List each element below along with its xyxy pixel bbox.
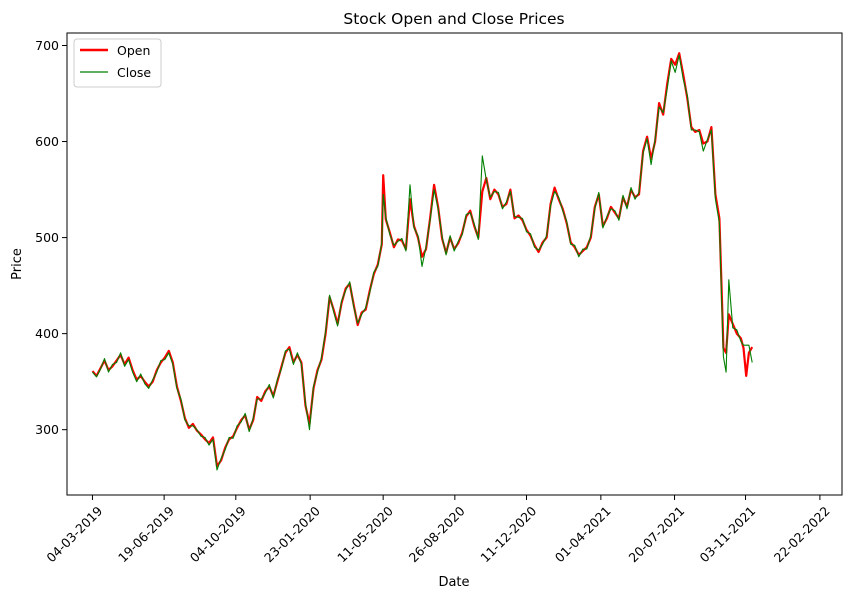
legend-label-open: Open — [117, 43, 150, 58]
x-tick-label: 01-04-2021 — [552, 503, 614, 565]
plot-frame — [66, 32, 843, 496]
series-line-close — [92, 54, 753, 471]
x-tick-label: 26-08-2020 — [406, 503, 468, 565]
x-tick-label: 22-02-2022 — [771, 503, 833, 565]
y-tick-label: 400 — [35, 326, 59, 341]
y-tick-label: 500 — [35, 230, 59, 245]
x-tick-label: 19-06-2019 — [115, 503, 177, 565]
x-tick-label: 23-01-2020 — [261, 503, 323, 565]
x-axis: 04-03-2019 19-06-2019 04-10-2019 23-01-2020… — [43, 495, 833, 565]
y-axis: 300 400 500 600 700 — [35, 38, 67, 437]
y-tick-label: 600 — [35, 134, 59, 149]
x-tick-label: 04-10-2019 — [187, 503, 249, 565]
series-line-open — [91, 52, 754, 468]
x-axis-label: Date — [438, 575, 469, 590]
legend-label-close: Close — [117, 65, 151, 80]
y-tick-label: 700 — [35, 38, 59, 53]
x-tick-label: 03-11-2021 — [696, 503, 758, 565]
x-tick-label: 20-07-2021 — [625, 503, 687, 565]
y-axis-label: Price — [10, 248, 25, 280]
x-tick-label: 04-03-2019 — [43, 503, 105, 565]
y-tick-label: 300 — [35, 422, 59, 437]
series-layer — [91, 52, 754, 471]
x-tick-label: 11-05-2020 — [334, 503, 396, 565]
x-tick-label: 11-12-2020 — [477, 503, 539, 565]
legend: Open Close — [73, 38, 162, 88]
chart-title: Stock Open and Close Prices — [343, 10, 564, 28]
